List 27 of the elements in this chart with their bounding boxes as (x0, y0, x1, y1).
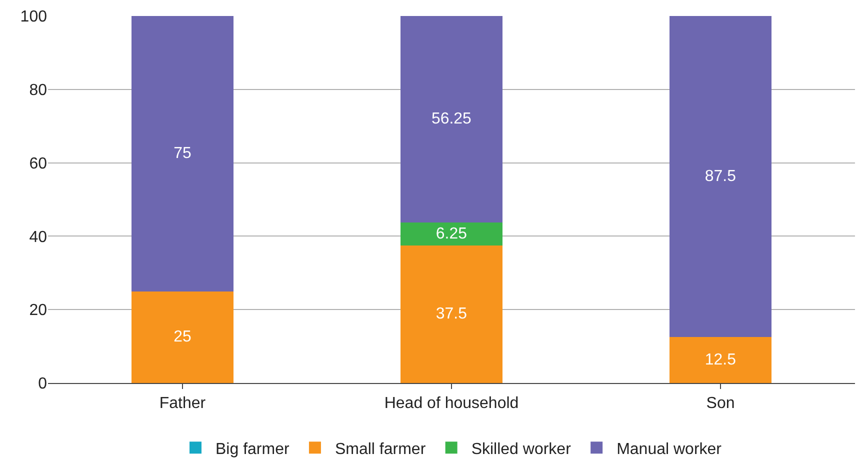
bar (131, 291, 234, 383)
bar (400, 222, 503, 246)
legend-label: Skilled worker (471, 440, 572, 458)
legend-label: Big farmer (216, 440, 290, 458)
bar (400, 245, 503, 383)
bar (669, 16, 772, 338)
legend-label: Small farmer (334, 440, 426, 458)
y-tick-label: 100 (20, 8, 48, 26)
y-tick-label: 20 (29, 302, 48, 320)
y-tick-label: 40 (29, 228, 48, 246)
y-tick-label: 60 (29, 155, 48, 172)
x-tick-label: Head of household (384, 395, 519, 412)
y-tick-label: 80 (29, 82, 48, 99)
data-label: 25 (174, 328, 192, 346)
data-label: 37.5 (436, 306, 468, 323)
x-tick-label: Son (706, 395, 735, 412)
bar (400, 16, 503, 222)
data-label: 12.5 (704, 352, 736, 369)
bar (669, 337, 772, 383)
y-tick-label: 0 (38, 376, 48, 393)
x-tick-label: Father (159, 395, 206, 412)
data-label: 87.5 (704, 168, 736, 186)
data-label: 6.25 (436, 225, 468, 242)
data-label: 56.25 (432, 110, 472, 128)
bar (131, 16, 234, 292)
legend-label: Manual worker (616, 440, 722, 458)
data-label: 75 (174, 145, 192, 162)
